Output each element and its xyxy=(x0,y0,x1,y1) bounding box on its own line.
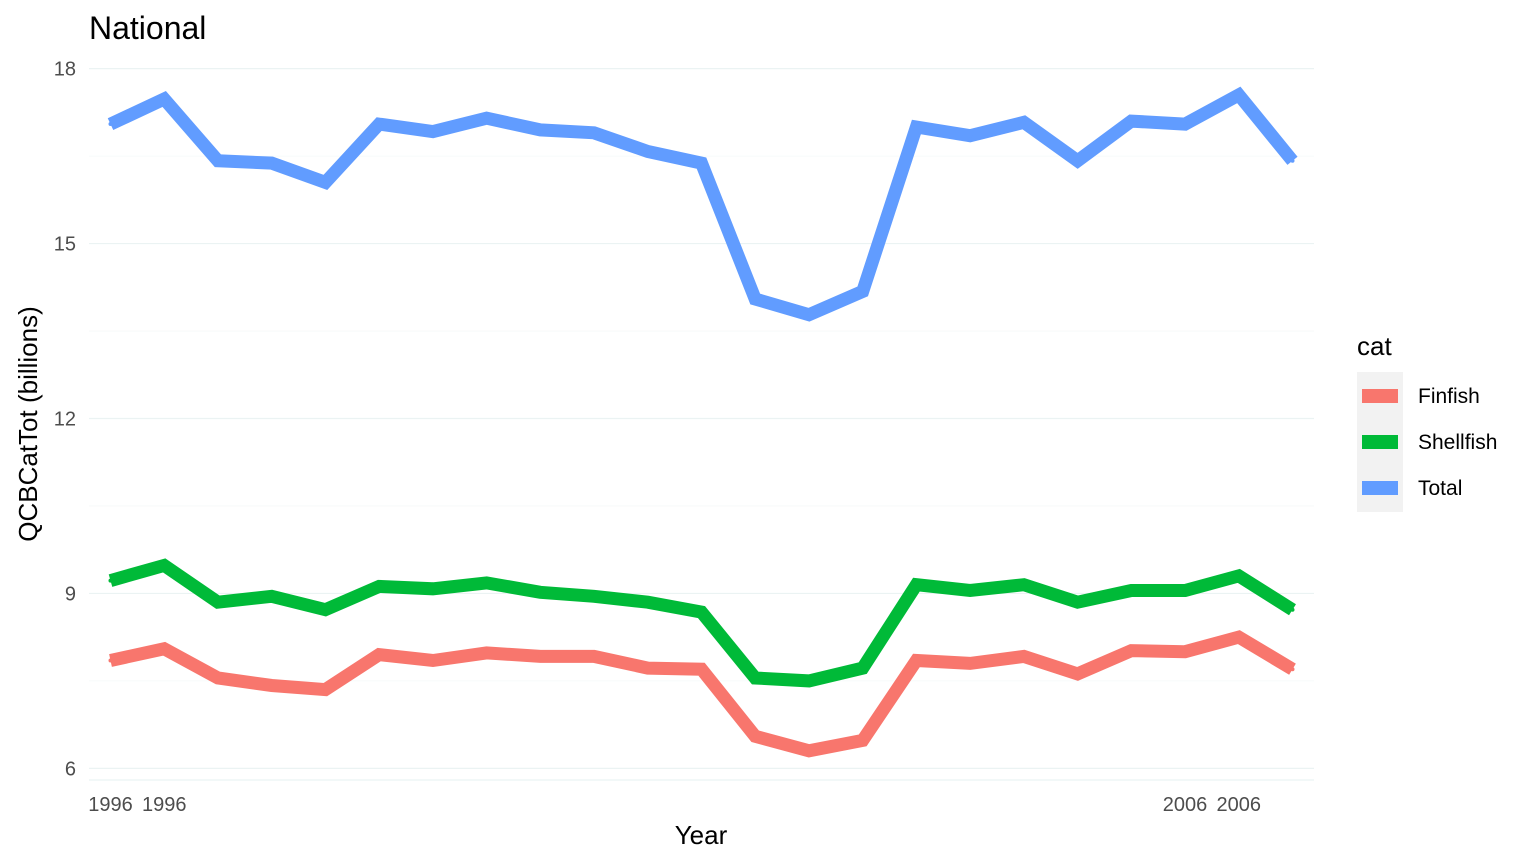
legend-title: cat xyxy=(1357,331,1392,361)
data-point-total xyxy=(269,161,274,166)
data-point-total xyxy=(806,312,811,317)
data-point-shellfish xyxy=(108,578,113,583)
data-point-total xyxy=(430,129,435,134)
data-point-finfish xyxy=(162,646,167,651)
x-tick-label: 1996 xyxy=(142,794,187,816)
data-point-total xyxy=(645,149,650,154)
data-point-finfish xyxy=(1183,649,1188,654)
data-point-shellfish xyxy=(1236,573,1241,578)
x-tick-label: 1996 xyxy=(88,794,133,816)
data-point-total xyxy=(484,116,489,121)
data-point-finfish xyxy=(1236,635,1241,640)
data-point-shellfish xyxy=(215,600,220,605)
gridlines xyxy=(89,68,1314,781)
data-point-shellfish xyxy=(860,666,865,671)
data-point-total xyxy=(968,133,973,138)
series-line-total xyxy=(107,86,1298,322)
data-point-finfish xyxy=(1129,648,1134,653)
data-point-finfish xyxy=(377,652,382,657)
y-axis-ticks: 6 9 12 15 18 xyxy=(54,59,76,781)
data-point-finfish xyxy=(699,667,704,672)
legend: cat Finfish Shellfish Total xyxy=(1357,331,1497,512)
data-point-finfish xyxy=(484,650,489,655)
data-point-total xyxy=(538,127,543,132)
data-point-total xyxy=(1236,92,1241,97)
x-axis-title: Year xyxy=(675,820,728,850)
data-point-total xyxy=(108,122,113,127)
data-point-shellfish xyxy=(1129,588,1134,593)
data-point-shellfish xyxy=(538,590,543,595)
data-point-finfish xyxy=(968,661,973,666)
data-point-finfish xyxy=(1021,654,1026,659)
y-axis-title: QCBCatTot (billions) xyxy=(13,306,43,542)
data-point-shellfish xyxy=(269,594,274,599)
data-point-finfish xyxy=(215,675,220,680)
chart-title: National xyxy=(89,10,206,46)
x-axis-ticks: 1996 1996 2006 2006 xyxy=(88,794,1261,816)
data-point-shellfish xyxy=(968,588,973,593)
data-point-shellfish xyxy=(645,600,650,605)
data-point-total xyxy=(699,161,704,166)
data-point-finfish xyxy=(323,687,328,692)
data-point-shellfish xyxy=(806,678,811,683)
data-point-finfish xyxy=(108,658,113,663)
legend-label-finfish: Finfish xyxy=(1418,385,1480,408)
data-point-finfish xyxy=(538,654,543,659)
data-point-total xyxy=(592,130,597,135)
data-point-total xyxy=(1021,120,1026,125)
legend-swatch-finfish xyxy=(1362,389,1398,403)
y-tick-label: 12 xyxy=(54,409,76,431)
data-point-total xyxy=(377,122,382,127)
x-tick-label: 2006 xyxy=(1163,794,1208,816)
data-point-total xyxy=(753,296,758,301)
y-tick-label: 18 xyxy=(54,59,76,81)
data-point-finfish xyxy=(592,654,597,659)
data-point-finfish xyxy=(1075,671,1080,676)
legend-swatch-total xyxy=(1362,481,1398,495)
legend-label-total: Total xyxy=(1418,477,1462,500)
data-point-finfish xyxy=(806,748,811,753)
data-point-total xyxy=(215,158,220,163)
y-tick-label: 6 xyxy=(65,758,76,780)
data-point-shellfish xyxy=(1183,588,1188,593)
series-layer xyxy=(107,86,1298,758)
data-point-shellfish xyxy=(323,607,328,612)
data-point-finfish xyxy=(860,738,865,743)
data-point-shellfish xyxy=(699,610,704,615)
x-tick-label: 2006 xyxy=(1217,794,1262,816)
data-point-shellfish xyxy=(1075,600,1080,605)
data-point-shellfish xyxy=(1021,582,1026,587)
data-point-total xyxy=(914,124,919,129)
legend-items: Finfish Shellfish Total xyxy=(1357,372,1497,512)
y-tick-label: 15 xyxy=(54,234,76,256)
data-point-finfish xyxy=(269,683,274,688)
data-point-finfish xyxy=(430,658,435,663)
legend-swatch-shellfish xyxy=(1362,435,1398,449)
data-point-total xyxy=(162,96,167,101)
data-point-shellfish xyxy=(484,580,489,585)
data-point-finfish xyxy=(914,658,919,663)
data-point-shellfish xyxy=(592,594,597,599)
data-point-total xyxy=(1290,158,1295,163)
data-point-total xyxy=(860,289,865,294)
data-point-finfish xyxy=(645,666,650,671)
data-point-shellfish xyxy=(914,582,919,587)
data-point-total xyxy=(1129,119,1134,124)
data-point-total xyxy=(323,180,328,185)
legend-label-shellfish: Shellfish xyxy=(1418,431,1497,454)
data-point-finfish xyxy=(1290,667,1295,672)
data-point-finfish xyxy=(753,734,758,739)
data-point-total xyxy=(1183,122,1188,127)
data-point-shellfish xyxy=(753,675,758,680)
y-tick-label: 9 xyxy=(65,583,76,605)
data-point-shellfish xyxy=(377,584,382,589)
data-point-total xyxy=(1075,158,1080,163)
data-point-shellfish xyxy=(162,563,167,568)
data-point-shellfish xyxy=(1290,607,1295,612)
data-point-shellfish xyxy=(430,586,435,591)
series-line-finfish xyxy=(109,630,1296,758)
